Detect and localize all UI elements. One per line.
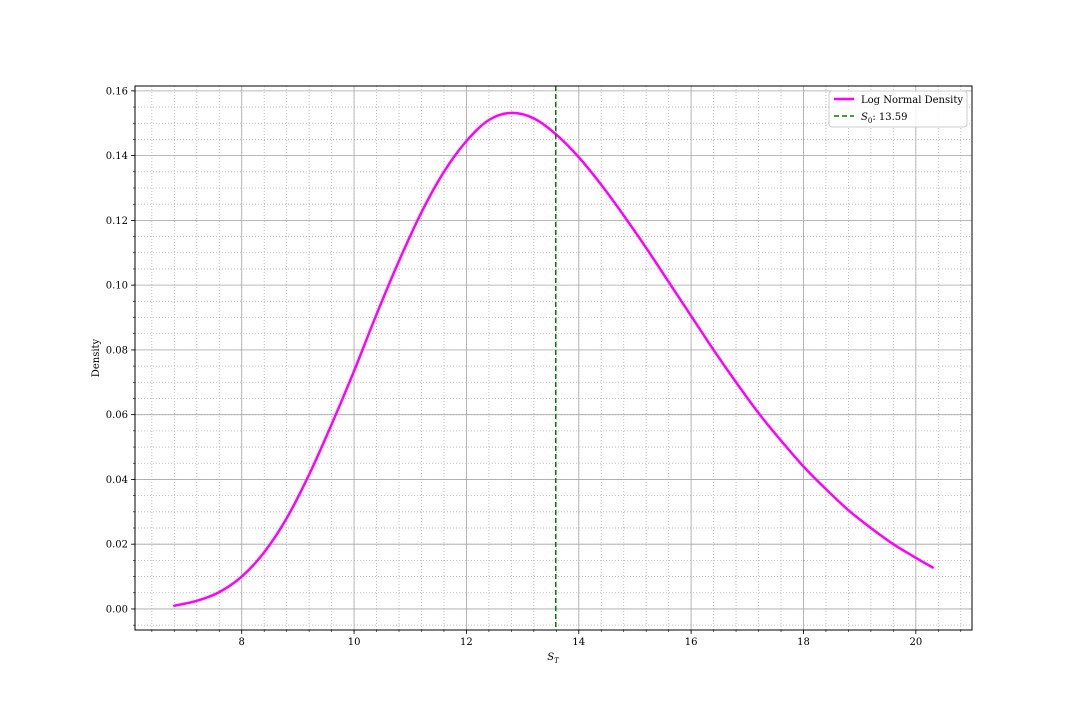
legend-label-s0: S0: 13.59	[861, 112, 908, 125]
x-tick-label: 20	[909, 637, 922, 648]
legend-label-s0-main: S	[861, 112, 868, 123]
legend-label-s0-sub: 0	[868, 117, 872, 125]
y-tick-label: 0.12	[106, 216, 128, 227]
tick-labels: 8 10 12 14 16 18 20 0.00 0.02 0.04 0.06 0.08 0.10 0.1…	[106, 86, 922, 648]
plot-frame	[134, 85, 973, 631]
x-axis-title-subscript: T	[554, 657, 560, 665]
y-tick-label: 0.02	[106, 540, 128, 551]
legend-label-lognormal: Log Normal Density	[861, 95, 963, 106]
y-tick-label: 0.00	[106, 604, 128, 615]
legend: Log Normal Density S0: 13.59	[828, 90, 968, 128]
ticks	[131, 90, 962, 634]
x-axis-title: ST	[547, 652, 560, 665]
plot-area-background	[135, 86, 972, 630]
x-tick-label: 10	[348, 637, 361, 648]
y-tick-label: 0.08	[106, 345, 128, 356]
x-axis-title-main: S	[547, 652, 554, 663]
x-tick-label: 12	[460, 637, 473, 648]
x-tick-label: 14	[572, 637, 585, 648]
y-tick-label: 0.16	[106, 86, 128, 97]
y-tick-label: 0.06	[106, 410, 128, 421]
series-layer	[173, 86, 934, 630]
y-axis-title: Density	[91, 338, 102, 377]
x-tick-label: 16	[685, 637, 698, 648]
y-tick-label: 0.04	[106, 475, 128, 486]
x-tick-label: 8	[239, 637, 245, 648]
y-tick-label: 0.14	[106, 151, 128, 162]
major-grid	[135, 86, 972, 630]
legend-box	[828, 90, 968, 128]
legend-label-s0-rest: : 13.59	[872, 112, 907, 123]
x-tick-label: 18	[797, 637, 810, 648]
y-tick-label: 0.10	[106, 281, 128, 292]
